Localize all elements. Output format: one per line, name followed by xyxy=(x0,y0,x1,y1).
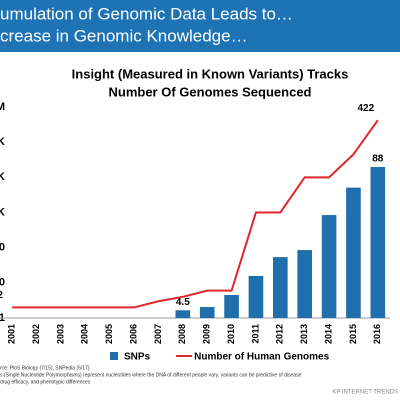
bar xyxy=(346,187,361,318)
bar xyxy=(175,310,191,318)
x-tick-label: 2006 xyxy=(128,324,138,344)
x-tick-label: 2013 xyxy=(299,324,309,344)
header-line: umulation of Genomic Data Leads to… xyxy=(0,4,293,23)
x-tick-label: 2012 xyxy=(275,324,285,344)
x-tick-label: 2005 xyxy=(104,324,114,344)
y-tick-label: 0 xyxy=(0,242,5,254)
x-tick-label: 2016 xyxy=(372,324,382,344)
bar xyxy=(321,215,337,318)
x-tick-label: 2004 xyxy=(80,324,90,344)
chart-title: Number Of Genomes Sequenced xyxy=(109,84,312,99)
data-label: 422 xyxy=(357,103,374,114)
bar xyxy=(297,250,312,318)
bar xyxy=(273,257,288,318)
y-tick-label: K xyxy=(0,171,5,183)
footnote: rce: PloS Biology (7/15), SNPedia (5/17) xyxy=(0,365,90,371)
x-tick-label: 2002 xyxy=(31,324,41,344)
x-tick-label: 2009 xyxy=(202,324,212,344)
footnote: drug efficacy, and phenotypic difference… xyxy=(0,379,91,385)
x-tick-label: 2001 xyxy=(7,324,17,344)
line xyxy=(12,119,379,309)
data-label: 2 xyxy=(0,290,3,301)
legend-label: SNPs xyxy=(124,352,151,363)
data-label: 88 xyxy=(372,154,384,165)
x-tick-label: 2003 xyxy=(55,324,65,344)
footnote: s (Single Nucleotide Polymorphisms) repr… xyxy=(0,372,302,378)
bar xyxy=(224,295,239,318)
y-tick-label: K xyxy=(0,136,5,148)
header-bar xyxy=(0,0,400,52)
chart-title: Insight (Measured in Known Variants) Tra… xyxy=(72,66,349,81)
x-tick-label: 2007 xyxy=(153,324,163,344)
y-tick-label: K xyxy=(0,206,5,218)
bar xyxy=(370,167,386,318)
brand: KP INTERNET TRENDS xyxy=(332,390,398,396)
legend-label: Number of Human Genomes xyxy=(194,352,329,363)
x-tick-label: 2014 xyxy=(323,324,333,344)
x-tick-label: 2011 xyxy=(250,324,260,344)
data-label: 4.5 xyxy=(176,297,190,308)
header-line: crease in Genomic Knowledge… xyxy=(0,26,248,45)
y-tick-label: 0 xyxy=(0,277,5,289)
bar xyxy=(248,275,264,318)
bar xyxy=(199,307,215,318)
x-tick-label: 2015 xyxy=(348,324,358,344)
y-tick-label: M xyxy=(0,101,5,113)
x-tick-label: 2010 xyxy=(226,324,236,344)
legend-swatch xyxy=(110,352,118,360)
x-tick-label: 2008 xyxy=(177,324,187,344)
